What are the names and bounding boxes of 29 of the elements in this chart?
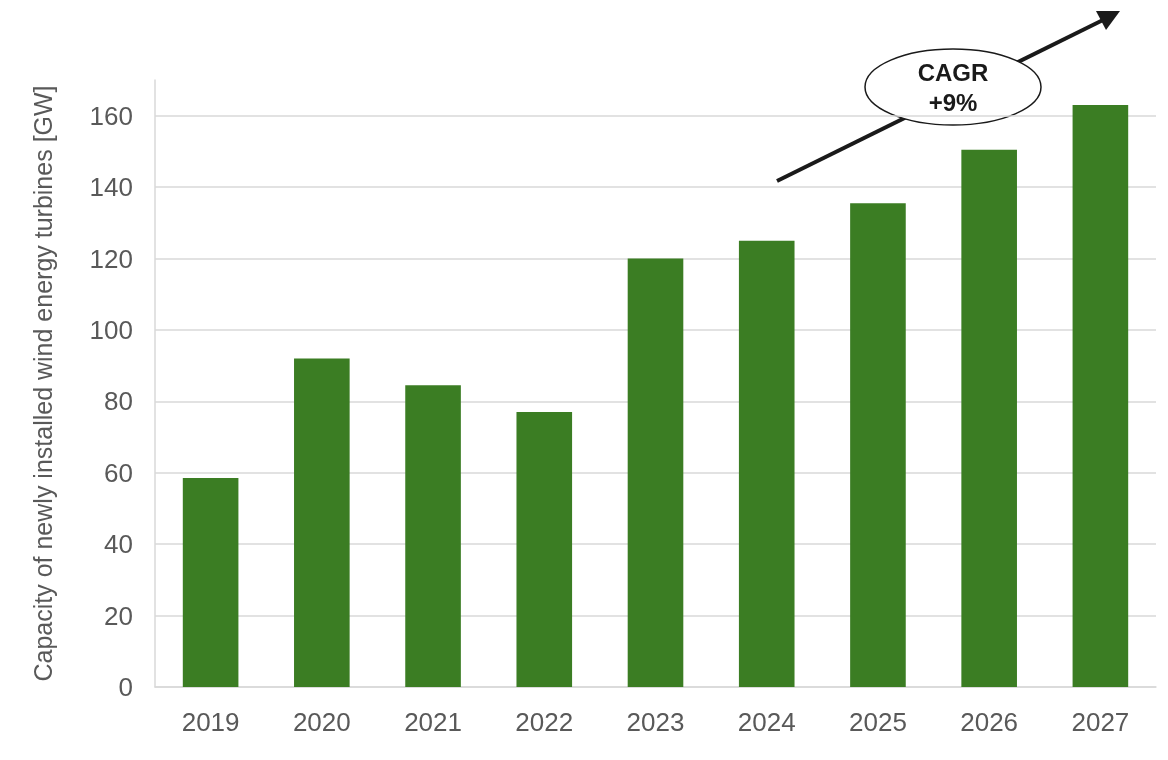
bar xyxy=(294,358,350,687)
y-tick-label: 20 xyxy=(104,600,133,631)
y-tick-label: 140 xyxy=(89,172,133,203)
bar xyxy=(405,385,461,687)
bar xyxy=(850,203,906,687)
x-tick-label: 2025 xyxy=(849,707,907,737)
y-tick-label: 160 xyxy=(89,100,133,131)
x-tick-label: 2024 xyxy=(737,707,796,737)
x-tick-label: 2023 xyxy=(626,707,685,737)
bar xyxy=(1072,104,1129,687)
y-tick-label: 80 xyxy=(104,386,133,417)
x-tick-label: 2019 xyxy=(181,707,240,737)
bar xyxy=(961,149,1017,687)
y-axis-title: Capacity of newly installed wind energy turbines [GW] xyxy=(28,85,57,682)
bar xyxy=(738,240,795,687)
bar xyxy=(182,478,239,687)
y-tick-label: 60 xyxy=(104,457,133,488)
y-tick-label: 120 xyxy=(89,243,133,274)
annotation: CAGR +9% xyxy=(917,58,989,116)
x-tick-label: 2020 xyxy=(292,707,351,737)
y-tick-label: 40 xyxy=(104,529,133,560)
x-tick-label: 2022 xyxy=(515,707,574,737)
y-tick-label: 100 xyxy=(89,314,133,345)
bar xyxy=(627,258,684,687)
x-tick-label: 2021 xyxy=(404,707,462,737)
x-tick-label: 2026 xyxy=(960,707,1019,737)
bar xyxy=(516,412,573,687)
x-tick-label: 2027 xyxy=(1071,707,1130,737)
y-tick-label: 0 xyxy=(118,672,133,702)
